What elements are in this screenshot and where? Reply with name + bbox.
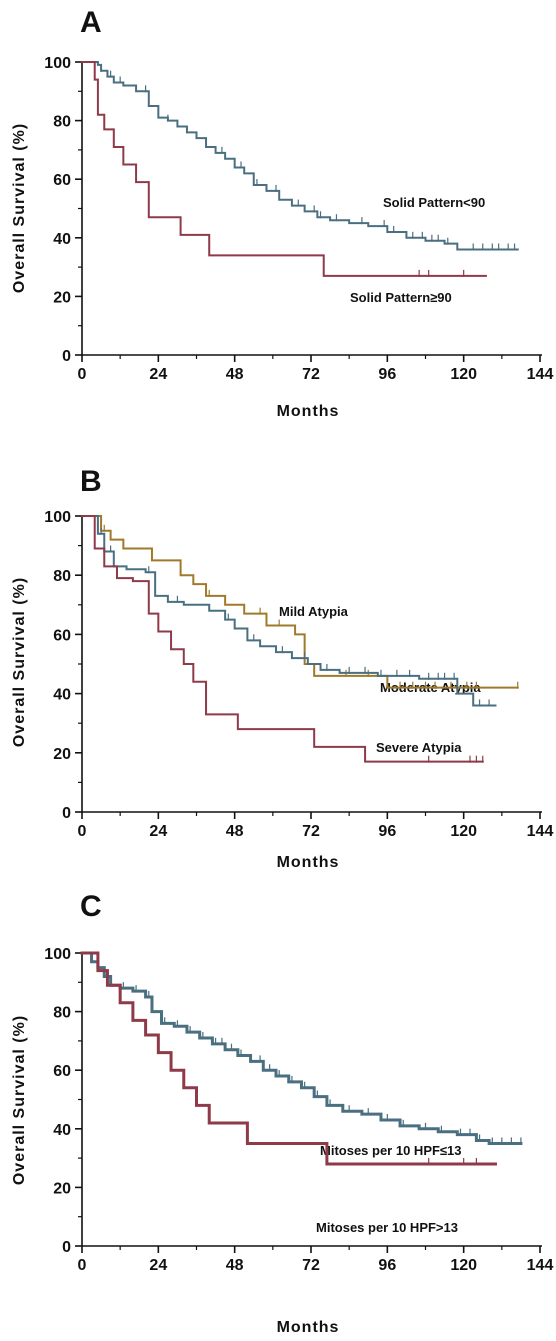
x-axis-title-c: Months (277, 1319, 340, 1336)
x-tick-label-b-48: 48 (226, 823, 244, 840)
y-tick-label-a-20: 20 (53, 289, 71, 306)
y-tick-label-c-0: 0 (62, 1239, 71, 1256)
km-curve-a-1 (81, 61, 487, 277)
x-axis-title-b: Months (277, 854, 340, 871)
y-tick-label-b-40: 40 (53, 687, 71, 704)
panel-letter-a: A (80, 6, 102, 39)
y-tick-label-b-20: 20 (53, 746, 71, 763)
y-tick-label-c-60: 60 (53, 1063, 71, 1080)
annotation-severe-atypia: Severe Atypia (376, 740, 462, 755)
km-curve-b-1 (81, 515, 497, 707)
y-tick-label-a-0: 0 (62, 348, 71, 365)
x-tick-label-a-144: 144 (527, 366, 554, 383)
panel-b: B Overall Survival (%) Months Mild Atypi… (11, 465, 553, 871)
x-tick-label-a-24: 24 (149, 366, 167, 383)
y-tick-label-c-40: 40 (53, 1122, 71, 1139)
y-tick-label-a-80: 80 (53, 114, 71, 131)
x-tick-label-a-72: 72 (302, 366, 320, 383)
x-axis-title-a: Months (277, 403, 340, 420)
y-tick-label-c-20: 20 (53, 1180, 71, 1197)
y-axis-title-b: Overall Survival (%) (11, 577, 28, 747)
y-tick-label-a-40: 40 (53, 231, 71, 248)
x-tick-label-c-144: 144 (527, 1257, 554, 1274)
km-curve-b-2 (81, 515, 484, 763)
y-axis-title-c: Overall Survival (%) (11, 1015, 28, 1185)
panel-c: C Overall Survival (%) Months Mitoses pe… (11, 890, 553, 1336)
x-tick-label-c-0: 0 (78, 1257, 87, 1274)
km-curve-c-0 (80, 951, 523, 1145)
km-curve-c-1 (80, 951, 497, 1166)
y-tick-label-b-60: 60 (53, 627, 71, 644)
x-tick-label-b-144: 144 (527, 823, 554, 840)
x-tick-label-a-48: 48 (226, 366, 244, 383)
panel-a: A Overall Survival (%) Months Solid Patt… (11, 6, 553, 420)
y-tick-label-b-80: 80 (53, 568, 71, 585)
y-tick-label-c-100: 100 (44, 946, 71, 963)
y-tick-label-a-100: 100 (44, 55, 71, 72)
x-tick-label-b-120: 120 (450, 823, 477, 840)
y-tick-label-a-60: 60 (53, 172, 71, 189)
x-tick-label-c-48: 48 (226, 1257, 244, 1274)
x-tick-label-b-72: 72 (302, 823, 320, 840)
km-curve-a-0 (81, 61, 519, 251)
x-tick-label-c-120: 120 (450, 1257, 477, 1274)
y-tick-label-b-0: 0 (62, 805, 71, 822)
km-curve-b-0 (81, 515, 519, 689)
x-tick-label-c-96: 96 (378, 1257, 396, 1274)
x-tick-label-b-96: 96 (378, 823, 396, 840)
x-tick-label-c-72: 72 (302, 1257, 320, 1274)
y-tick-label-c-80: 80 (53, 1005, 71, 1022)
annotation-mild-atypia: Mild Atypia (279, 604, 349, 619)
x-tick-label-a-0: 0 (78, 366, 87, 383)
x-tick-label-a-120: 120 (450, 366, 477, 383)
panel-letter-c: C (80, 890, 102, 923)
annotation-mitoses-gt13: Mitoses per 10 HPF>13 (316, 1220, 458, 1235)
y-tick-label-b-100: 100 (44, 509, 71, 526)
panel-letter-b: B (80, 465, 102, 498)
x-tick-label-a-96: 96 (378, 366, 396, 383)
y-axis-title-a: Overall Survival (%) (11, 123, 28, 293)
annotation-solid-ge90: Solid Pattern≥90 (350, 290, 452, 305)
x-tick-label-b-24: 24 (149, 823, 167, 840)
x-tick-label-b-0: 0 (78, 823, 87, 840)
x-tick-label-c-24: 24 (149, 1257, 167, 1274)
annotation-solid-lt90: Solid Pattern<90 (383, 195, 485, 210)
annotation-mitoses-le13: Mitoses per 10 HPF≤13 (320, 1143, 462, 1158)
